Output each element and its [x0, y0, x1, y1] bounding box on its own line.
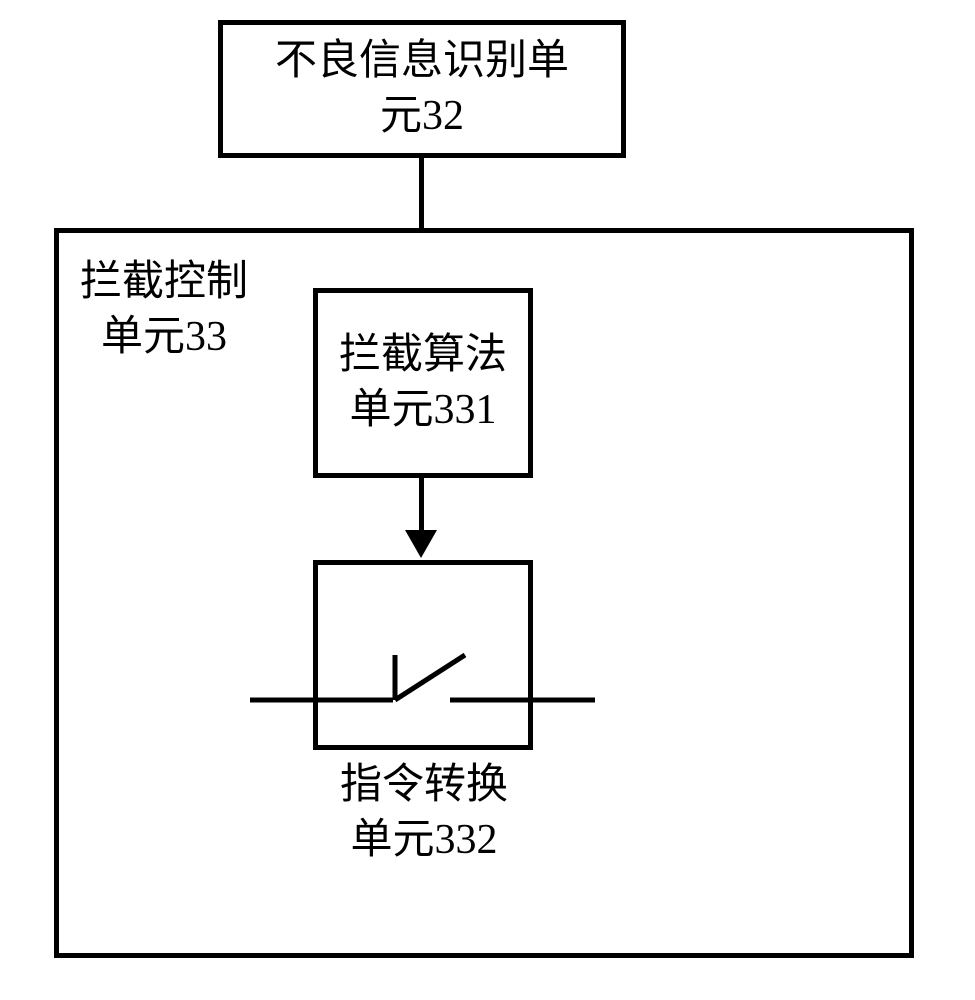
instruction-line2: 单元332	[351, 817, 498, 863]
instruction-line1: 指令转换	[340, 762, 508, 808]
instruction-conversion-label: 指令转换 单元332	[340, 758, 508, 867]
